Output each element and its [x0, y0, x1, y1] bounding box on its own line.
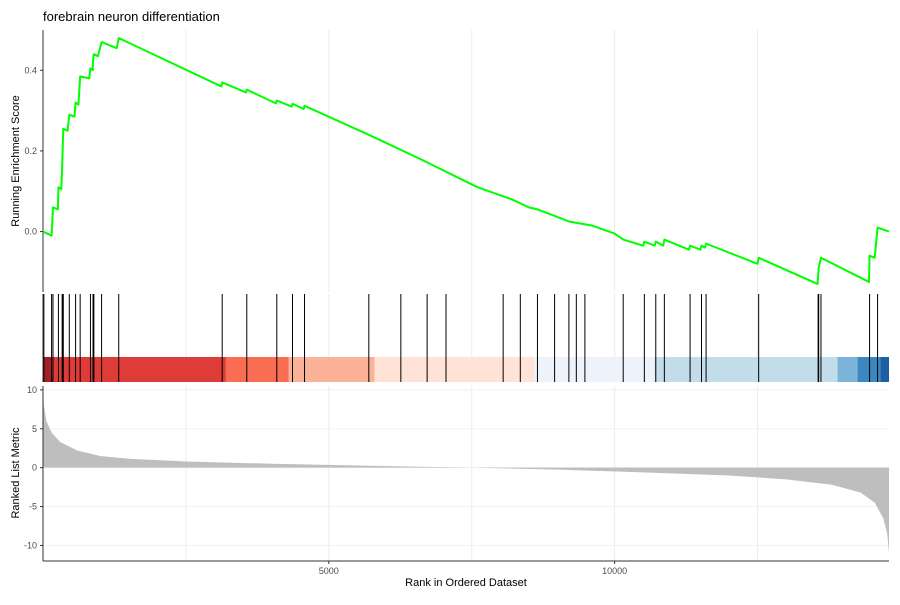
x-tick-label: 5000	[319, 566, 339, 576]
gene-hit-panel	[42, 294, 889, 382]
metric-tick-label: -5	[29, 502, 37, 512]
ranking-color-bar	[43, 357, 889, 382]
enrichment-score-panel: 0.0 0.2 0.4	[24, 30, 890, 292]
metric-tick-label: -10	[24, 540, 37, 550]
es-gridlines	[185, 30, 759, 292]
color-band	[534, 357, 655, 382]
color-band	[288, 357, 375, 382]
ranked-metric-panel: 10 5 0 -5 -10 5000 10000	[24, 385, 889, 576]
metric-tick-label: 0	[32, 463, 37, 473]
ranked-metric-area	[43, 386, 889, 554]
metric-tick-label: 5	[32, 424, 37, 434]
x-tick-label: 10000	[602, 566, 627, 576]
y-axis-label-metric: Ranked List Metric	[10, 427, 22, 519]
color-band	[880, 357, 889, 382]
color-band	[43, 357, 52, 382]
color-band	[51, 357, 226, 382]
gene-hit-marks	[43, 294, 879, 382]
metric-tick-label: 10	[27, 385, 37, 395]
es-tick-label: 0.2	[24, 146, 37, 156]
es-y-ticks: 0.0 0.2 0.4	[24, 65, 43, 237]
es-tick-label: 0.0	[24, 227, 37, 237]
x-axis-ticks: 5000 10000	[319, 561, 627, 576]
chart-title: forebrain neuron differentiation	[43, 9, 220, 24]
metric-y-ticks: 10 5 0 -5 -10	[24, 385, 43, 550]
color-band	[857, 357, 881, 382]
x-axis-label: Rank in Ordered Dataset	[405, 577, 527, 589]
es-tick-label: 0.4	[24, 65, 37, 75]
color-band	[225, 357, 289, 382]
running-enrichment-line	[42, 37, 890, 285]
y-axis-label-es: Running Enrichment Score	[10, 95, 22, 226]
color-band	[837, 357, 858, 382]
color-band	[374, 357, 535, 382]
color-band	[654, 357, 838, 382]
